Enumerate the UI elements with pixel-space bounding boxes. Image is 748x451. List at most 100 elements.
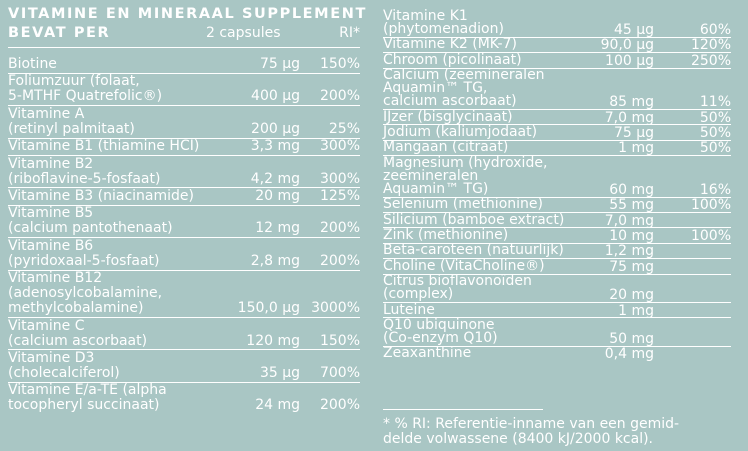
nutrient-row: Choline (VitaCholine®) 75 mg <box>383 258 731 275</box>
nutrient-ri: 120% <box>690 37 731 54</box>
nutrient-name: Zeaxanthine <box>383 345 472 362</box>
nutrient-ri: 200% <box>319 88 360 105</box>
row-divider <box>8 137 360 139</box>
nutrient-row: Vitamine B6 (pyridoxaal-5-fosfaat) 2,8 mg… <box>8 237 360 269</box>
nutrient-amount: 7,0 mg <box>604 212 654 229</box>
nutrient-amount: 4,2 mg <box>250 170 300 187</box>
nutrient-amount: 12 mg <box>255 220 300 237</box>
row-divider <box>8 349 360 351</box>
nutrient-row: Zink (methionine) 10 mg 100% <box>383 227 731 244</box>
nutrient-amount: 1 mg <box>618 140 654 157</box>
nutrient-row: Vitamine B1 (thiamine HCI) 3,3 mg 300% <box>8 139 360 154</box>
nutrient-row: Zeaxanthine 0,4 mg <box>383 345 731 363</box>
nutrient-row: Vitamine C (calcium ascorbaat) 120 mg 150% <box>8 317 360 349</box>
row-divider <box>383 345 731 347</box>
nutrient-ri: 25% <box>328 120 360 137</box>
nutrient-ri: 125% <box>319 188 360 204</box>
nutrient-name: Jodium (kaliumjodaat) <box>383 124 538 140</box>
nutrient-row: Vitamine B5 (calcium pantothenaat) 12 mg 2… <box>8 206 360 236</box>
nutrient-amount: 2,8 mg <box>250 252 300 269</box>
row-divider <box>383 124 731 126</box>
serving-label: 2 capsules <box>206 25 281 41</box>
nutrient-amount: 10 mg <box>609 228 654 244</box>
nutrient-amount: 45 µg <box>613 22 654 38</box>
row-divider <box>383 155 731 157</box>
row-divider <box>383 273 731 275</box>
nutrient-amount: 20 mg <box>609 287 654 304</box>
nutrient-name: Vitamine C (calcium ascorbaat) <box>8 317 148 349</box>
nutrient-name: Zink (methionine) <box>383 227 509 243</box>
nutrient-row: Calcium (zeemineralen Aquamin™ TG, calci… <box>383 67 731 111</box>
nutrient-name: Vitamine B12 (adenosylcobalamine, methyl… <box>8 270 163 317</box>
row-divider <box>383 211 731 213</box>
nutrient-ri: 16% <box>699 181 731 198</box>
row-divider <box>383 227 731 229</box>
nutrient-name: Q10 ubiquinone (Co-enzym Q10) <box>383 317 498 346</box>
nutrient-row: Vitamine B3 (niacinamide) 20 mg 125% <box>8 189 360 204</box>
title: VITAMINE EN MINERAAL SUPPLEMENT <box>8 6 367 22</box>
nutrient-ri: 100% <box>690 228 731 244</box>
nutrient-row: Jodium (kaliumjodaat) 75 µg 50% <box>383 124 731 141</box>
nutrient-amount: 90,0 µg <box>600 37 654 54</box>
nutrient-amount: 35 µg <box>259 365 300 381</box>
nutrient-row: Citrus bioflavonoïden (complex) 20 mg <box>383 274 731 304</box>
ri-label: RI* <box>339 25 360 41</box>
nutrient-name: Vitamine B5 (calcium pantothenaat) <box>8 205 173 237</box>
subtitle: BEVAT PER <box>8 25 111 41</box>
nutrient-name: Luteine <box>383 301 435 318</box>
nutrient-name: Magnesium (hydroxide, zeemineralen Aquam… <box>383 154 548 197</box>
row-divider <box>8 269 360 271</box>
nutrient-amount: 50 mg <box>609 331 654 347</box>
nutrient-ri: 50% <box>699 140 731 157</box>
nutrient-amount: 75 mg <box>609 258 654 275</box>
nutrient-name: Vitamine B6 (pyridoxaal-5-fosfaat) <box>8 237 160 269</box>
nutrient-row: Biotine 75 µg 150% <box>8 57 360 72</box>
nutrient-amount: 150,0 µg <box>237 300 300 317</box>
nutrient-row: Luteine 1 mg <box>383 301 731 319</box>
row-divider <box>8 204 360 206</box>
nutrient-ri: 150% <box>319 332 360 349</box>
nutrient-amount: 60 mg <box>609 181 654 198</box>
nutrient-name: Calcium (zeemineralen Aquamin™ TG, calci… <box>383 67 545 110</box>
nutrient-ri: 50% <box>699 125 731 141</box>
nutrient-row: Vitamine D3 (cholecalciferol) 35 µg 700% <box>8 351 360 381</box>
nutrient-name: Vitamine E/a-TE (alpha tocopheryl succin… <box>8 382 167 414</box>
nutrient-name: Vitamine B3 (niacinamide) <box>8 188 194 204</box>
nutrient-amount: 1 mg <box>618 302 654 319</box>
nutrient-ri: 100% <box>690 197 731 214</box>
nutrient-amount: 55 mg <box>609 197 654 214</box>
nutrient-name: Vitamine A (retinyl palmitaat) <box>8 105 135 137</box>
row-divider <box>383 36 731 38</box>
nutrient-name: Beta-caroteen (natuurlijk) <box>383 242 564 259</box>
nutrient-row: IJzer (bisglycinaat) 7,0 mg 50% <box>383 108 731 126</box>
nutrient-name: IJzer (bisglycinaat) <box>383 108 513 125</box>
nutrient-row: Q10 ubiquinone (Co-enzym Q10) 50 mg <box>383 317 731 347</box>
nutrient-name: Vitamine K2 (MK-7) <box>383 36 517 53</box>
nutrient-amount: 3,3 mg <box>250 138 300 155</box>
nutrient-amount: 1,2 mg <box>604 243 654 260</box>
nutrient-amount: 24 mg <box>255 397 300 414</box>
row-divider <box>383 317 731 319</box>
nutrient-ri: 3000% <box>311 300 360 317</box>
nutrient-row: Selenium (methionine) 55 mg 100% <box>383 197 731 214</box>
nutrient-row: Vitamine E/a-TE (alpha tocopheryl succin… <box>8 383 360 413</box>
nutrient-ri: 60% <box>699 22 731 38</box>
row-divider <box>383 139 731 141</box>
nutrient-amount: 75 µg <box>613 125 654 141</box>
nutrient-row: Foliumzuur (folaat, 5-MTHF Quatrefolic®)… <box>8 74 360 104</box>
nutrient-ri: 11% <box>699 94 731 111</box>
row-divider <box>383 108 731 110</box>
nutrient-ri: 50% <box>699 109 731 126</box>
nutrient-name: Vitamine K1 (phytomenadion) <box>383 8 504 37</box>
nutrient-row: Silicium (bamboe extract) 7,0 mg <box>383 212 731 229</box>
row-divider <box>8 187 360 189</box>
row-divider <box>8 154 360 156</box>
nutrient-amount: 100 µg <box>605 52 654 69</box>
nutrient-amount: 200 µg <box>251 120 300 137</box>
row-divider <box>383 52 731 54</box>
row-divider <box>8 381 360 383</box>
row-divider <box>8 237 360 239</box>
row-divider <box>383 258 731 260</box>
nutrient-amount: 0,4 mg <box>604 346 654 363</box>
nutrient-amount: 120 mg <box>246 332 300 349</box>
